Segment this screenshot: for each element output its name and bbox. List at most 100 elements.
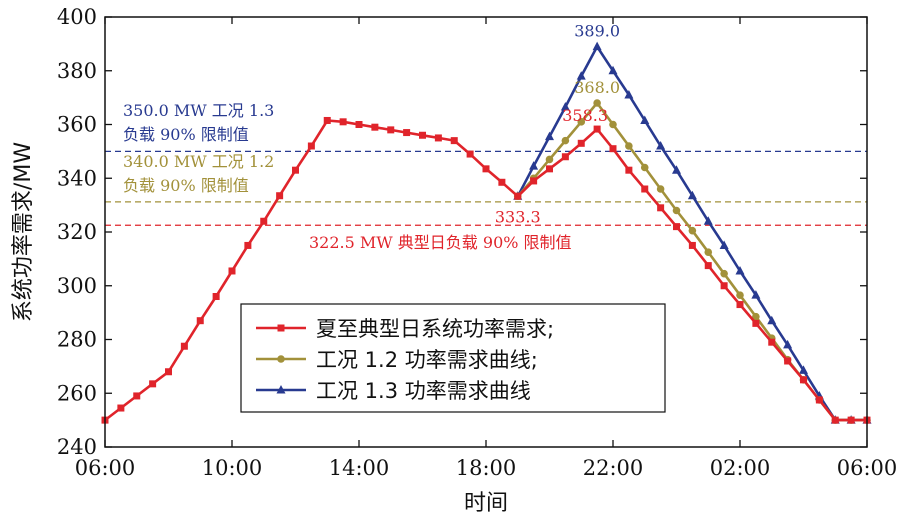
data-point-square	[673, 223, 680, 231]
data-point-square	[800, 376, 807, 384]
data-point-triangle	[560, 102, 570, 111]
data-point-square	[403, 129, 411, 137]
data-point-triangle	[276, 385, 286, 394]
series-group	[101, 116, 871, 424]
axes: 240 260 280 300 320 340 360 380 400 06:00 10:00 14:…	[57, 5, 897, 480]
data-point-square	[847, 416, 855, 424]
x-tick-label: 18:00	[456, 456, 517, 480]
reference-label-sub: 负载 90% 限制值	[123, 176, 249, 195]
data-point-circle	[609, 120, 617, 129]
legend-entry: 工况 1.3 功率需求曲线	[316, 379, 531, 403]
y-tick-label: 260	[57, 381, 97, 405]
reference-label: 340.0 MW 工况 1.2	[123, 152, 274, 171]
x-tick-label: 14:00	[329, 456, 390, 480]
y-tick-label: 320	[57, 220, 97, 244]
data-point-triangle	[608, 65, 618, 75]
data-point-square	[117, 404, 125, 412]
data-point-square	[371, 123, 379, 131]
y-tick-label: 240	[57, 435, 97, 459]
data-point-circle	[672, 206, 681, 215]
legend-entry: 夏至典型日系统功率需求;	[316, 317, 554, 341]
data-point-square	[260, 217, 268, 225]
data-point-square	[768, 338, 776, 346]
x-tick-label: 10:00	[202, 456, 263, 480]
data-point-triangle	[656, 141, 666, 150]
data-point-square	[482, 165, 490, 173]
data-point-circle	[736, 291, 744, 299]
data-point-square	[228, 267, 236, 275]
data-point-square	[450, 137, 458, 145]
data-point-square	[530, 177, 538, 185]
data-point-square	[212, 293, 220, 300]
data-point-square	[625, 166, 633, 174]
data-point-square	[196, 317, 204, 325]
data-point-square	[276, 192, 284, 200]
reference-lines	[105, 150, 867, 226]
data-point-square	[244, 241, 252, 249]
x-tick-label: 06:00	[75, 456, 136, 480]
x-axis-title: 时间	[464, 491, 508, 516]
data-point-circle	[688, 226, 697, 235]
data-point-square	[133, 392, 141, 400]
reference-label: 322.5 MW 典型日负载 90% 限制值	[309, 233, 572, 252]
data-point-square	[688, 241, 696, 249]
data-point-square	[434, 134, 442, 142]
x-tick-label: 06:00	[837, 456, 898, 480]
y-tick-label: 280	[57, 328, 97, 352]
legend-box	[240, 303, 666, 413]
data-point-circle	[640, 163, 649, 172]
data-point-square	[498, 178, 506, 186]
data-point-square	[419, 131, 426, 139]
data-point-square	[831, 416, 839, 424]
data-point-triangle	[719, 240, 729, 249]
data-point-triangle	[751, 290, 761, 299]
data-point-square	[180, 342, 188, 350]
data-point-square	[815, 396, 823, 404]
x-tick-label: 22:00	[583, 456, 644, 480]
data-point-circle	[704, 248, 713, 256]
data-point-circle	[752, 312, 760, 321]
data-point-circle	[577, 118, 586, 126]
y-axis-title: 系统功率需求/MW	[11, 142, 36, 322]
y-tick-label: 300	[57, 274, 97, 298]
data-point-square	[736, 301, 744, 309]
data-point-square	[752, 319, 760, 327]
data-point-triangle	[703, 216, 713, 225]
data-point-square	[307, 142, 315, 150]
data-point-triangle	[767, 315, 777, 325]
data-point-circle	[545, 155, 554, 164]
x-tick-label: 02:00	[710, 456, 771, 480]
data-point-square	[277, 324, 285, 332]
data-point-square	[292, 166, 299, 174]
data-point-circle	[720, 269, 728, 278]
data-point-triangle	[687, 190, 697, 200]
data-point-square	[355, 121, 363, 128]
data-point-square	[577, 139, 585, 147]
data-point-square	[466, 150, 474, 158]
data-label: 358.3	[562, 106, 608, 125]
data-point-square	[609, 145, 617, 153]
data-point-square	[784, 357, 792, 365]
data-point-triangle	[576, 71, 586, 80]
data-point-square	[514, 192, 522, 200]
legend-entry: 工况 1.2 功率需求曲线;	[316, 348, 538, 372]
data-point-square	[387, 126, 395, 134]
data-point-triangle	[592, 41, 602, 51]
y-tick-label: 340	[57, 166, 97, 190]
data-point-triangle	[799, 365, 808, 374]
data-point-square	[323, 116, 331, 124]
data-point-square	[546, 165, 553, 173]
series-layer	[101, 41, 872, 424]
reference-label: 350.0 MW 工况 1.3	[123, 101, 274, 120]
y-tick-label: 380	[57, 59, 97, 83]
data-point-square	[165, 368, 172, 376]
annotations: 389.0 368.0 358.3 333.3	[495, 22, 620, 227]
data-point-triangle	[529, 161, 539, 170]
data-point-square	[339, 118, 347, 126]
reference-labels: 350.0 MW 工况 1.3 负载 90% 限制值 340.0 MW 工况 1.2…	[123, 101, 572, 252]
data-label: 389.0	[574, 22, 620, 41]
data-point-triangle	[735, 265, 745, 275]
data-point-square	[720, 282, 728, 290]
data-point-triangle	[545, 131, 554, 141]
